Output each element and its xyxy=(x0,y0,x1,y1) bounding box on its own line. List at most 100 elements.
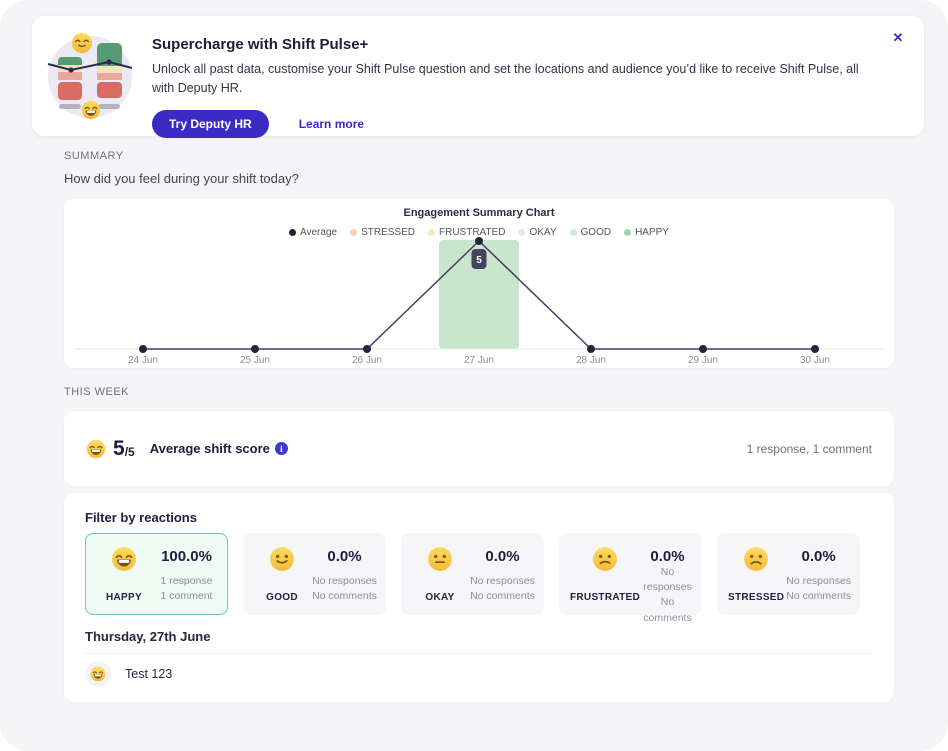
reaction-card-okay[interactable]: OKAY 0.0% No responses No comments xyxy=(401,533,544,615)
average-score-card: 5 /5 Average shift score i 1 response, 1… xyxy=(64,411,894,486)
learn-more-link[interactable]: Learn more xyxy=(298,116,365,131)
reaction-label: OKAY xyxy=(425,592,455,603)
reaction-right-column: 0.0% No responses No comments xyxy=(784,534,859,614)
filter-card: Filter by reactions HAPPY 100.0% 1 respo… xyxy=(64,493,894,702)
legend-label: GOOD xyxy=(580,227,612,238)
reaction-label: HAPPY xyxy=(106,592,142,603)
svg-text:25 Jun: 25 Jun xyxy=(240,355,270,366)
reaction-label: FRUSTRATED xyxy=(570,592,641,603)
reaction-filter-row: HAPPY 100.0% 1 response 1 comment GOOD 0.… xyxy=(85,533,860,624)
reaction-percentage: 0.0% xyxy=(485,548,520,565)
reaction-left-column: FRUSTRATED xyxy=(570,534,640,614)
legend-dot-icon xyxy=(624,229,632,236)
comment-emoji-icon xyxy=(85,661,111,687)
banner-description: Unlock all past data, customise your Shi… xyxy=(152,62,859,96)
score-group: 5 /5 Average shift score i xyxy=(86,437,288,461)
legend-dot-icon xyxy=(427,229,435,236)
beaming-emoji-icon xyxy=(81,100,101,120)
shift-question: How did you feel during your shift today… xyxy=(64,171,299,186)
reaction-counts: 1 response 1 comment xyxy=(160,574,213,602)
legend-dot-icon xyxy=(289,229,296,236)
legend-label: FRUSTRATED xyxy=(438,227,506,238)
reaction-percentage: 0.0% xyxy=(327,548,362,565)
reaction-right-column: 100.0% 1 response 1 comment xyxy=(152,534,227,614)
svg-text:24 Jun: 24 Jun xyxy=(128,355,158,366)
score-max: /5 xyxy=(124,444,135,459)
filter-title: Filter by reactions xyxy=(85,510,197,525)
reaction-counts: No responses No comments xyxy=(786,574,852,602)
happy-emoji-icon xyxy=(111,546,137,572)
illustration-base-dash xyxy=(98,104,120,109)
legend-label: HAPPY xyxy=(635,227,669,238)
svg-text:5: 5 xyxy=(476,255,482,266)
svg-text:27 Jun: 27 Jun xyxy=(464,355,494,366)
legend-item-average[interactable]: Average xyxy=(289,227,337,238)
illustration-bar-chart xyxy=(97,43,122,98)
banner-actions: Try Deputy HR Learn more xyxy=(152,109,892,138)
info-icon[interactable]: i xyxy=(274,442,288,455)
legend-item-frustrated[interactable]: FRUSTRATED xyxy=(427,227,506,238)
banner-illustration xyxy=(46,32,134,120)
legend-label: STRESSED xyxy=(361,227,415,238)
reaction-right-column: 0.0% No responses No comments xyxy=(468,534,543,614)
engagement-chart-card: Engagement Summary Chart Average STRESSE… xyxy=(64,199,894,368)
engagement-line-chart: 5 24 Jun 25 Jun 26 Jun 27 Jun 28 Jun 29 Jun 30 … xyxy=(64,235,894,373)
reaction-counts: No responses No comments xyxy=(312,574,377,602)
reaction-percentage: 100.0% xyxy=(161,548,212,565)
legend-item-stressed[interactable]: STRESSED xyxy=(350,227,415,238)
reaction-left-column: OKAY xyxy=(412,534,468,614)
banner-content: Supercharge with Shift Pulse+ Unlock all… xyxy=(152,36,892,138)
reaction-right-column: 0.0% No responses No comments xyxy=(640,534,701,624)
reaction-percentage: 0.0% xyxy=(650,548,685,565)
legend-dot-icon xyxy=(569,229,577,236)
legend-dot-icon xyxy=(350,229,358,236)
chart-title: Engagement Summary Chart xyxy=(403,207,555,219)
beaming-emoji-icon xyxy=(86,439,106,459)
reaction-label: GOOD xyxy=(266,592,298,603)
banner-title: Supercharge with Shift Pulse+ xyxy=(152,36,369,53)
score-meta: 1 response, 1 comment xyxy=(746,441,872,456)
legend-item-okay[interactable]: OKAY xyxy=(518,227,557,238)
comment-item: Test 123 xyxy=(85,661,172,687)
reaction-counts: No responses No comments xyxy=(643,566,692,624)
reaction-left-column: GOOD xyxy=(254,534,310,614)
this-week-section-label: THIS WEEK xyxy=(64,386,130,398)
okay-emoji-icon xyxy=(427,546,453,572)
reaction-right-column: 0.0% No responses No comments xyxy=(310,534,385,614)
comment-list: Test 123 xyxy=(85,661,172,687)
reaction-counts: No responses No comments xyxy=(470,574,535,602)
chart-legend: Average STRESSED FRUSTRATED OKAY GOOD HA… xyxy=(64,227,894,238)
close-icon[interactable]: ✕ xyxy=(892,30,904,45)
stressed-emoji-icon xyxy=(743,546,769,572)
reaction-card-happy[interactable]: HAPPY 100.0% 1 response 1 comment xyxy=(85,533,228,615)
reaction-left-column: STRESSED xyxy=(728,534,784,614)
legend-item-happy[interactable]: HAPPY xyxy=(624,227,669,238)
day-header: Thursday, 27th June xyxy=(85,629,873,654)
reaction-percentage: 0.0% xyxy=(801,548,836,565)
svg-text:28 Jun: 28 Jun xyxy=(576,355,606,366)
legend-label: OKAY xyxy=(529,227,557,238)
try-deputy-hr-button[interactable]: Try Deputy HR xyxy=(152,109,269,138)
score-label: Average shift score xyxy=(149,441,270,456)
illustration-trend-line xyxy=(47,59,133,73)
svg-text:26 Jun: 26 Jun xyxy=(352,355,382,366)
reaction-card-good[interactable]: GOOD 0.0% No responses No comments xyxy=(243,533,386,615)
reaction-card-frustrated[interactable]: FRUSTRATED 0.0% No responses No comments xyxy=(559,533,702,624)
reaction-card-stressed[interactable]: STRESSED 0.0% No responses No comments xyxy=(717,533,860,615)
svg-text:29 Jun: 29 Jun xyxy=(688,355,718,366)
reaction-left-column: HAPPY xyxy=(96,534,152,614)
comment-text: Test 123 xyxy=(125,667,173,681)
illustration-base-dash xyxy=(59,104,81,109)
legend-item-good[interactable]: GOOD xyxy=(569,227,612,238)
score-value: 5 xyxy=(113,436,125,460)
shift-pulse-plus-banner: Supercharge with Shift Pulse+ Unlock all… xyxy=(32,16,924,138)
reaction-label: STRESSED xyxy=(728,592,785,603)
svg-text:30 Jun: 30 Jun xyxy=(800,355,830,366)
good-emoji-icon xyxy=(269,546,295,572)
legend-label: Average xyxy=(300,227,338,238)
legend-dot-icon xyxy=(518,229,526,236)
frustrated-emoji-icon xyxy=(592,546,618,572)
summary-section-label: SUMMARY xyxy=(64,150,124,162)
relieved-emoji-icon xyxy=(71,32,93,54)
